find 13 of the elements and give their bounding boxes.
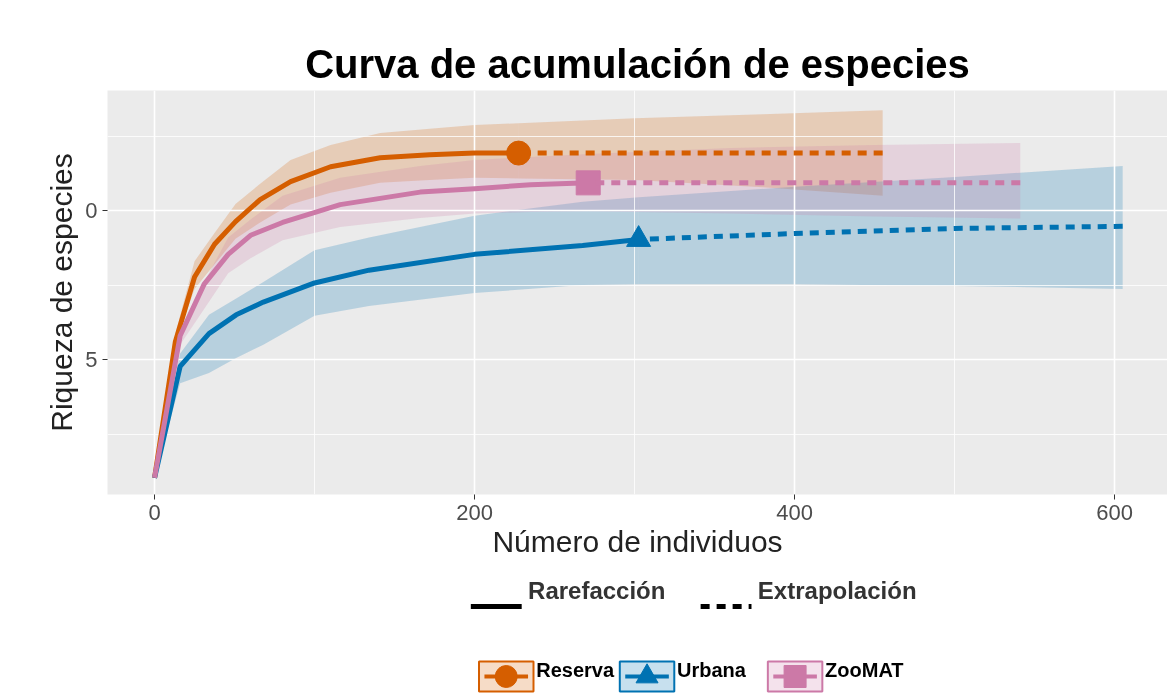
legend-label: Reserva	[536, 658, 615, 681]
y-tick-label: 5	[85, 347, 98, 373]
chart-title: Curva de acumulación de especies	[305, 41, 970, 86]
legend-label: ZooMAT	[825, 658, 904, 681]
x-axis-title: Número de individuos	[492, 524, 783, 558]
text: Rarefacción	[528, 577, 666, 604]
text: Extrapolación	[757, 577, 917, 604]
x-tick-label: 200	[456, 499, 493, 525]
x-tick-label: 600	[1096, 499, 1134, 525]
legend-label: Urbana	[677, 658, 747, 681]
y-axis-title: Riqueza de especies	[45, 153, 79, 432]
x-tick-label: 0	[148, 499, 161, 525]
x-tick-label: 400	[776, 499, 814, 525]
